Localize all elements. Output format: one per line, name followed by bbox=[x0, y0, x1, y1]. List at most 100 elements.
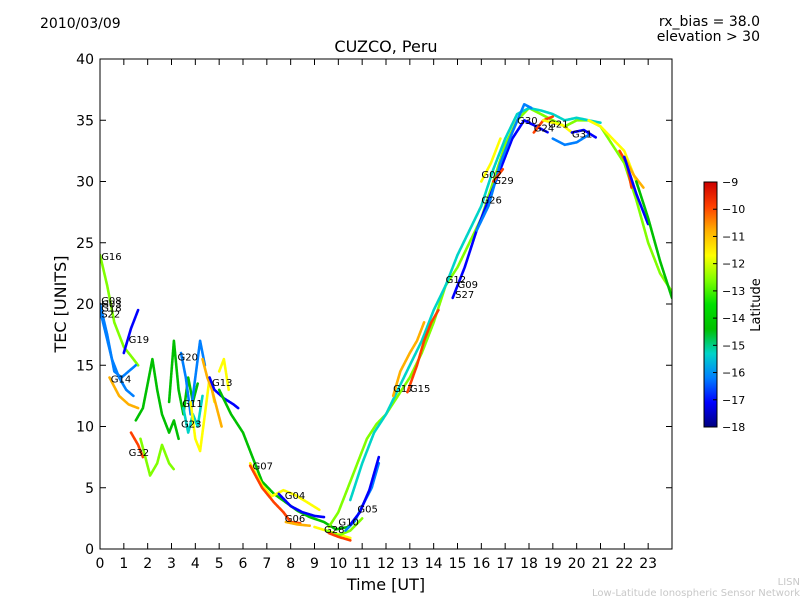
y-tick-label: 30 bbox=[76, 175, 94, 191]
x-tick-label: 20 bbox=[568, 556, 586, 572]
date-label: 2010/03/09 bbox=[40, 16, 121, 32]
tec-track-30 bbox=[475, 103, 533, 232]
credit-short: LISN bbox=[777, 577, 800, 588]
x-tick-label: 14 bbox=[425, 556, 443, 572]
tec-track-34 bbox=[542, 119, 574, 134]
tec-track-28 bbox=[406, 308, 440, 394]
satellite-label: G02 bbox=[481, 170, 501, 181]
x-tick-label: 4 bbox=[191, 556, 200, 572]
satellite-label: G28 bbox=[324, 525, 344, 536]
tec-track-41 bbox=[635, 180, 672, 300]
satellite-label: G20 bbox=[177, 352, 197, 363]
tec-track-40 bbox=[623, 155, 650, 226]
satellite-label: G26 bbox=[481, 196, 501, 207]
y-axis-label: TEC [UNITS] bbox=[51, 256, 70, 354]
satellite-label: G16 bbox=[101, 252, 121, 263]
satellite-label: G03 bbox=[101, 300, 121, 311]
tec-track-3 bbox=[122, 308, 140, 355]
satellite-label: G11 bbox=[182, 399, 202, 410]
tec-track-7 bbox=[139, 437, 176, 477]
satellite-label: G12 bbox=[446, 275, 466, 286]
x-tick-label: 18 bbox=[520, 556, 538, 572]
tec-track-22 bbox=[327, 531, 352, 542]
colorbar-tick-label: −14 bbox=[722, 312, 745, 325]
y-tick-label: 15 bbox=[76, 358, 94, 374]
satellite-label: G05 bbox=[357, 504, 377, 515]
satellite-label: G30 bbox=[517, 116, 537, 127]
satellite-label: G31 bbox=[572, 129, 592, 140]
tec-track-26 bbox=[349, 106, 602, 502]
elevation-label: elevation > 30 bbox=[656, 29, 760, 45]
x-tick-label: 16 bbox=[472, 556, 490, 572]
satellite-label: G21 bbox=[548, 120, 568, 131]
x-tick-label: 13 bbox=[401, 556, 419, 572]
x-tick-label: 17 bbox=[496, 556, 514, 572]
satellite-label: G19 bbox=[129, 335, 149, 346]
tec-track-6 bbox=[134, 357, 180, 441]
tec-track-29 bbox=[451, 119, 550, 300]
satellite-label: G32 bbox=[129, 448, 149, 459]
x-tick-label: 1 bbox=[119, 556, 128, 572]
x-tick-label: 11 bbox=[353, 556, 371, 572]
tec-track-0 bbox=[100, 253, 140, 367]
x-tick-label: 23 bbox=[639, 556, 657, 572]
plot-data-layer bbox=[100, 103, 672, 542]
x-tick-label: 7 bbox=[262, 556, 271, 572]
x-tick-label: 2 bbox=[143, 556, 152, 572]
colorbar-ticks: −9 −10 −11 −12 −13 −14 −15 −16 −17 −18 bbox=[713, 176, 745, 434]
y-tick-label: 5 bbox=[85, 481, 94, 497]
colorbar-tick-label: −10 bbox=[722, 203, 745, 216]
x-tick-label: 21 bbox=[592, 556, 610, 572]
tec-track-24 bbox=[349, 455, 381, 526]
colorbar-label: Latitude bbox=[749, 278, 764, 332]
colorbar-gradient bbox=[703, 181, 718, 428]
tec-track-13 bbox=[217, 357, 230, 392]
x-tick-label: 5 bbox=[215, 556, 224, 572]
tec-track-4 bbox=[100, 308, 135, 398]
y-tick-label: 40 bbox=[76, 52, 94, 68]
colorbar-tick-label: −15 bbox=[722, 339, 745, 352]
x-tick-label: 3 bbox=[167, 556, 176, 572]
y-tick-label: 25 bbox=[76, 236, 94, 252]
tec-track-36 bbox=[570, 128, 597, 139]
x-tick-label: 15 bbox=[449, 556, 467, 572]
colorbar-tick-label: −12 bbox=[722, 258, 745, 271]
satellite-label: G15 bbox=[410, 384, 430, 395]
y-axis: 0 5 10 15 20 25 30 35 40 bbox=[76, 52, 672, 558]
x-axis-label: Time [UT] bbox=[346, 575, 425, 594]
tec-track-12 bbox=[201, 357, 223, 428]
satellite-label: G17 bbox=[393, 384, 413, 395]
tec-track-21 bbox=[325, 517, 364, 537]
tec-track-27 bbox=[391, 321, 426, 398]
satellite-label: G24 bbox=[534, 123, 554, 134]
y-tick-label: 35 bbox=[76, 113, 94, 129]
satellite-label: G09 bbox=[458, 280, 478, 291]
y-tick-label: 0 bbox=[85, 542, 94, 558]
satellite-label: G18 bbox=[101, 303, 121, 314]
tec-track-31 bbox=[480, 137, 502, 183]
tec-track-1 bbox=[108, 376, 140, 410]
tec-track-35 bbox=[551, 133, 590, 147]
x-tick-label: 19 bbox=[544, 556, 562, 572]
tec-track-17 bbox=[277, 492, 326, 519]
satellite-label: G14 bbox=[111, 374, 131, 385]
tec-track-32 bbox=[492, 168, 505, 183]
tec-track-37 bbox=[587, 119, 638, 183]
x-tick-label: 9 bbox=[310, 556, 319, 572]
x-tick-label: 12 bbox=[377, 556, 395, 572]
satellite-label: S22 bbox=[101, 309, 120, 320]
satellite-label: G06 bbox=[285, 514, 305, 525]
x-tick-label: 10 bbox=[329, 556, 347, 572]
colorbar: −9 −10 −11 −12 −13 −14 −15 −16 −17 −18 Latitude bbox=[703, 176, 764, 434]
x-tick-label: 22 bbox=[615, 556, 633, 572]
colorbar-tick-label: −16 bbox=[722, 367, 745, 380]
x-axis: 0 1 2 3 4 5 6 7 8 9 10 11 12 13 14 15 16 17 18 19 20 21 22 23 bbox=[96, 59, 657, 572]
credit-long: Low-Latitude Ionospheric Sensor Network bbox=[592, 588, 800, 599]
rx-bias-label: rx_bias = 38.0 bbox=[658, 14, 760, 30]
x-tick-label: 6 bbox=[239, 556, 248, 572]
chart-title: CUZCO, Peru bbox=[334, 37, 437, 56]
colorbar-tick-label: −18 bbox=[722, 421, 745, 434]
colorbar-tick-label: −11 bbox=[722, 230, 745, 243]
